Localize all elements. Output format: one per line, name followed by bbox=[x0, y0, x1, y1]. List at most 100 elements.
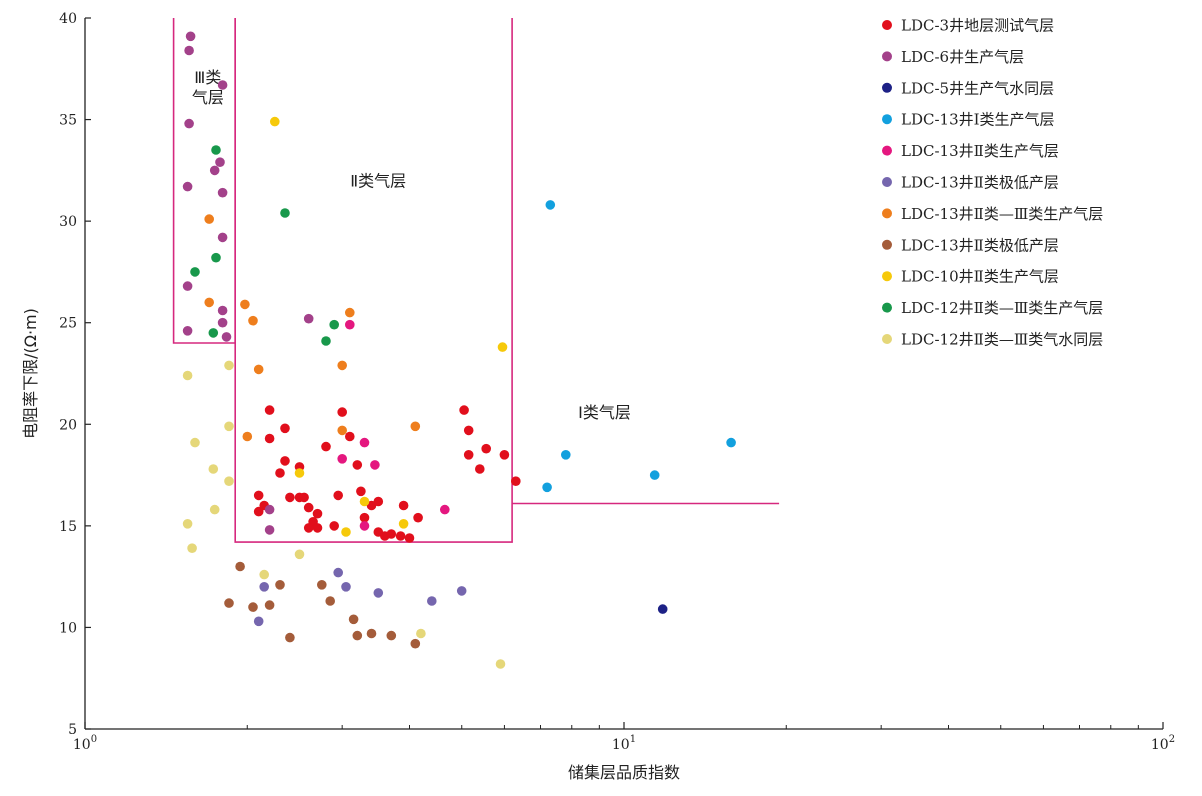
data-point bbox=[321, 441, 331, 452]
data-point bbox=[398, 500, 409, 511]
data-point bbox=[497, 342, 508, 352]
data-point bbox=[264, 405, 275, 415]
data-point bbox=[303, 313, 314, 324]
data-point bbox=[182, 281, 193, 291]
data-point bbox=[459, 405, 469, 415]
data-point bbox=[264, 504, 275, 515]
legend-marker bbox=[882, 114, 892, 125]
data-point bbox=[211, 145, 221, 155]
data-point bbox=[317, 580, 327, 590]
legend-label: LDC-6井生产气层 bbox=[901, 48, 1024, 66]
data-point bbox=[440, 504, 450, 515]
data-point bbox=[511, 476, 521, 487]
x-tick-label: 100 bbox=[73, 734, 97, 753]
data-point bbox=[321, 336, 331, 346]
data-point bbox=[463, 450, 474, 460]
data-point bbox=[264, 600, 275, 610]
data-point bbox=[341, 527, 351, 537]
data-point bbox=[208, 464, 219, 474]
legend-label: LDC-13井Ⅱ类—Ⅲ类生产气层 bbox=[901, 205, 1103, 223]
region-boundaries bbox=[172, 18, 780, 543]
data-point bbox=[456, 586, 467, 596]
data-point bbox=[217, 305, 228, 316]
data-point bbox=[337, 425, 348, 436]
data-point bbox=[345, 431, 355, 442]
data-point bbox=[345, 319, 355, 330]
data-point bbox=[221, 332, 232, 342]
data-point bbox=[248, 315, 258, 326]
legend-label: LDC-13井Ⅰ类生产气层 bbox=[901, 111, 1055, 129]
y-tick-label: 15 bbox=[59, 519, 77, 535]
data-point bbox=[190, 267, 200, 277]
data-point bbox=[352, 460, 363, 470]
legend-label: LDC-5井生产气水同层 bbox=[901, 79, 1054, 97]
region-label: Ⅱ类气层 bbox=[350, 172, 406, 191]
legend-marker bbox=[882, 51, 892, 62]
data-point bbox=[333, 567, 344, 578]
data-point bbox=[275, 468, 285, 478]
data-point bbox=[475, 464, 485, 474]
data-point bbox=[204, 214, 214, 224]
legend-marker bbox=[882, 208, 892, 219]
data-point bbox=[280, 208, 290, 218]
data-point bbox=[209, 504, 220, 515]
legend-marker bbox=[882, 20, 892, 30]
data-point bbox=[280, 456, 290, 466]
data-point bbox=[649, 470, 660, 480]
data-point bbox=[224, 598, 234, 608]
data-point bbox=[542, 482, 552, 493]
data-point bbox=[370, 460, 380, 470]
data-point bbox=[182, 370, 193, 381]
y-axis-title: 电阻率下限/(Ω·m) bbox=[21, 308, 40, 439]
data-point bbox=[253, 616, 264, 627]
y-tick-label: 10 bbox=[59, 620, 77, 636]
data-point bbox=[248, 602, 258, 612]
data-point bbox=[463, 425, 474, 436]
data-point bbox=[275, 580, 285, 590]
region-boundary bbox=[234, 18, 513, 543]
region-label: Ⅲ类 bbox=[194, 68, 221, 87]
data-point bbox=[356, 486, 366, 497]
data-point bbox=[337, 454, 348, 464]
data-point bbox=[259, 582, 270, 592]
data-point bbox=[413, 512, 423, 523]
data-point bbox=[373, 588, 384, 598]
data-point bbox=[337, 360, 348, 371]
data-point bbox=[217, 80, 228, 90]
data-point bbox=[209, 165, 220, 176]
data-point bbox=[208, 328, 219, 338]
legend: LDC-3井地层测试气层 LDC-6井生产气层 LDC-5井生产气水同层 LDC-13… bbox=[882, 17, 1103, 349]
data-points bbox=[182, 31, 736, 669]
data-point bbox=[264, 525, 275, 535]
legend-label: LDC-13井Ⅱ类极低产层 bbox=[901, 174, 1059, 192]
legend-label: LDC-13井Ⅱ类生产气层 bbox=[901, 142, 1059, 160]
data-point bbox=[253, 364, 264, 375]
x-axis-title: 储集层品质指数 bbox=[568, 763, 680, 782]
data-point bbox=[204, 297, 214, 308]
data-point bbox=[294, 468, 305, 478]
data-point bbox=[337, 407, 348, 417]
data-point bbox=[416, 628, 426, 639]
legend-marker bbox=[882, 271, 892, 282]
data-point bbox=[726, 437, 736, 448]
data-point bbox=[217, 232, 228, 243]
data-point bbox=[359, 512, 370, 523]
data-point bbox=[224, 421, 234, 432]
data-point bbox=[294, 549, 305, 560]
data-point bbox=[386, 630, 397, 641]
data-point bbox=[366, 628, 377, 639]
legend-marker bbox=[882, 302, 892, 313]
data-point bbox=[312, 508, 323, 519]
data-point bbox=[410, 421, 421, 432]
data-point bbox=[404, 533, 415, 543]
data-point bbox=[561, 450, 571, 460]
y-tick-label: 40 bbox=[59, 11, 77, 27]
data-point bbox=[240, 299, 250, 310]
y-tick-label: 30 bbox=[59, 214, 77, 230]
data-point bbox=[224, 476, 234, 487]
legend-label: LDC-12井Ⅱ类—Ⅲ类气水同层 bbox=[901, 331, 1103, 349]
data-point bbox=[481, 443, 492, 454]
data-point bbox=[215, 157, 225, 167]
